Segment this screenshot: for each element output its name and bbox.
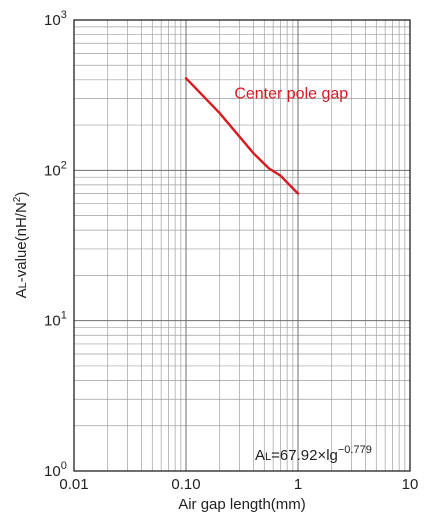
y-axis-title: AL-value(nH/N2) — [12, 192, 30, 299]
series-line — [184, 77, 300, 195]
y-axis-title-main: A — [13, 288, 30, 298]
series-label: Center pole gap — [234, 86, 348, 103]
formula-sub: L — [265, 451, 271, 463]
y-tick-label: 100 — [44, 460, 67, 480]
y-tick-base: 10 — [44, 12, 61, 29]
y-axis-title-sup: 2 — [12, 196, 23, 202]
series-layer: Center pole gap — [184, 77, 348, 195]
x-tick-label: 10 — [402, 476, 419, 493]
x-tick-label: 1 — [294, 476, 302, 493]
formula-annotation: AL=67.92×lg−0.779 — [255, 444, 372, 464]
y-tick-exponent: 2 — [61, 159, 67, 171]
y-tick-exponent: 3 — [61, 9, 67, 21]
y-tick-exponent: 0 — [61, 460, 67, 472]
y-tick-base: 10 — [44, 162, 61, 179]
y-tick-exponent: 1 — [61, 310, 67, 322]
y-tick-base: 10 — [44, 463, 61, 480]
series-point — [268, 167, 270, 170]
y-axis-title-rest: -value(nH/N — [13, 202, 30, 282]
formula-mid: =67.92×lg — [271, 447, 338, 464]
series-point — [218, 112, 221, 115]
series-point — [297, 192, 299, 195]
series-point — [185, 77, 187, 80]
x-tick-label: 0.10 — [171, 476, 200, 493]
y-tick-label: 101 — [44, 310, 67, 330]
x-tick-label: 0.01 — [59, 476, 88, 493]
plot-frame — [73, 19, 411, 472]
formula-exponent: −0.779 — [338, 444, 372, 456]
formula-prefix: A — [255, 447, 265, 464]
y-tick-label: 102 — [44, 159, 67, 179]
y-axis-title-end: ) — [13, 192, 30, 197]
x-tick-labels: 0.01 0.10 1 10 — [59, 476, 418, 493]
minor-gridlines — [74, 20, 410, 471]
y-tick-base: 10 — [44, 313, 61, 330]
series-point — [279, 174, 282, 177]
y-axis-title-sub: L — [17, 282, 29, 288]
x-axis-title: Air gap length(mm) — [178, 496, 306, 513]
plot-background — [74, 20, 410, 471]
y-tick-label: 103 — [44, 9, 67, 29]
series-point — [252, 152, 255, 155]
